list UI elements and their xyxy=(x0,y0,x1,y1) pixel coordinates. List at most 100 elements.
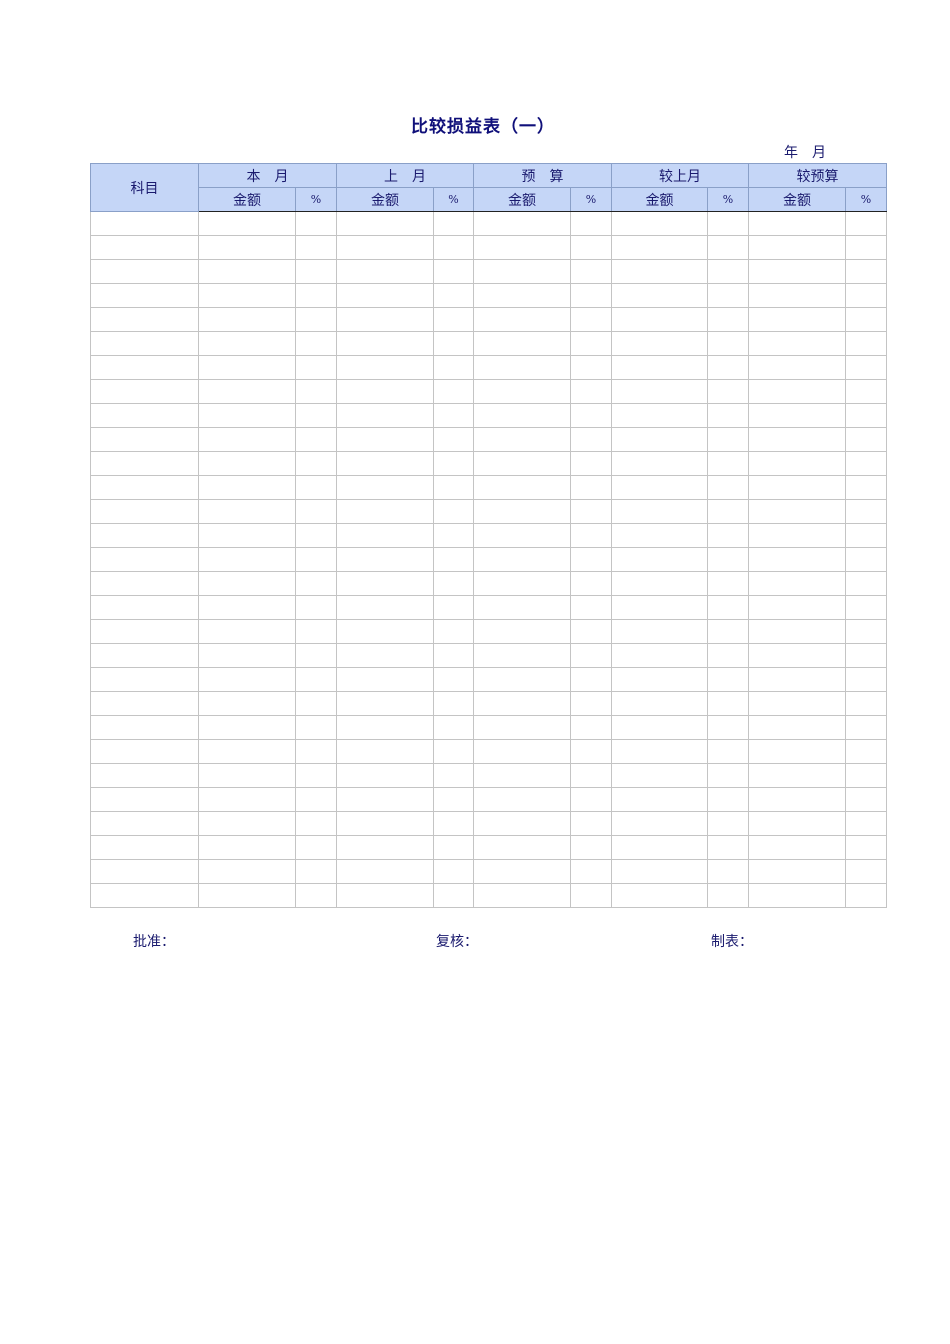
table-cell[interactable] xyxy=(433,451,474,476)
table-cell[interactable] xyxy=(611,403,708,428)
table-cell[interactable] xyxy=(336,427,434,452)
table-cell[interactable] xyxy=(707,715,749,740)
table-cell[interactable] xyxy=(611,571,708,596)
table-cell[interactable] xyxy=(295,571,337,596)
table-cell[interactable] xyxy=(295,859,337,884)
table-cell[interactable] xyxy=(611,835,708,860)
table-cell[interactable] xyxy=(570,451,612,476)
table-cell[interactable] xyxy=(611,355,708,380)
table-cell[interactable] xyxy=(198,763,296,788)
table-cell[interactable] xyxy=(198,643,296,668)
table-cell[interactable] xyxy=(336,211,434,236)
table-cell[interactable] xyxy=(433,835,474,860)
table-cell[interactable] xyxy=(748,451,846,476)
table-cell[interactable] xyxy=(748,427,846,452)
table-cell[interactable] xyxy=(845,235,887,260)
table-cell[interactable] xyxy=(336,691,434,716)
table-cell[interactable] xyxy=(433,211,474,236)
table-cell[interactable] xyxy=(433,355,474,380)
table-cell[interactable] xyxy=(748,355,846,380)
table-cell[interactable] xyxy=(198,787,296,812)
table-cell[interactable] xyxy=(90,643,199,668)
table-cell[interactable] xyxy=(336,859,434,884)
table-cell[interactable] xyxy=(845,355,887,380)
table-cell[interactable] xyxy=(748,619,846,644)
table-cell[interactable] xyxy=(570,523,612,548)
table-cell[interactable] xyxy=(295,595,337,620)
table-cell[interactable] xyxy=(336,283,434,308)
table-cell[interactable] xyxy=(198,595,296,620)
table-cell[interactable] xyxy=(748,499,846,524)
table-cell[interactable] xyxy=(336,619,434,644)
table-cell[interactable] xyxy=(336,355,434,380)
table-cell[interactable] xyxy=(433,235,474,260)
table-cell[interactable] xyxy=(707,787,749,812)
table-cell[interactable] xyxy=(473,283,571,308)
table-cell[interactable] xyxy=(295,379,337,404)
table-cell[interactable] xyxy=(90,427,199,452)
table-cell[interactable] xyxy=(707,523,749,548)
table-cell[interactable] xyxy=(198,547,296,572)
table-cell[interactable] xyxy=(198,283,296,308)
table-cell[interactable] xyxy=(748,475,846,500)
table-cell[interactable] xyxy=(198,379,296,404)
table-cell[interactable] xyxy=(611,667,708,692)
table-cell[interactable] xyxy=(336,811,434,836)
table-cell[interactable] xyxy=(707,571,749,596)
table-cell[interactable] xyxy=(707,739,749,764)
table-cell[interactable] xyxy=(90,763,199,788)
table-cell[interactable] xyxy=(433,547,474,572)
table-cell[interactable] xyxy=(473,619,571,644)
table-cell[interactable] xyxy=(90,739,199,764)
table-cell[interactable] xyxy=(707,307,749,332)
table-cell[interactable] xyxy=(611,643,708,668)
table-cell[interactable] xyxy=(748,259,846,284)
table-cell[interactable] xyxy=(611,475,708,500)
table-cell[interactable] xyxy=(570,259,612,284)
table-cell[interactable] xyxy=(611,451,708,476)
table-cell[interactable] xyxy=(707,211,749,236)
table-cell[interactable] xyxy=(611,379,708,404)
table-cell[interactable] xyxy=(433,427,474,452)
table-cell[interactable] xyxy=(570,619,612,644)
table-cell[interactable] xyxy=(473,571,571,596)
table-cell[interactable] xyxy=(570,355,612,380)
table-cell[interactable] xyxy=(295,259,337,284)
table-cell[interactable] xyxy=(570,883,612,908)
table-cell[interactable] xyxy=(473,763,571,788)
table-cell[interactable] xyxy=(748,379,846,404)
table-cell[interactable] xyxy=(707,403,749,428)
table-cell[interactable] xyxy=(748,643,846,668)
table-cell[interactable] xyxy=(198,523,296,548)
table-cell[interactable] xyxy=(198,331,296,356)
table-cell[interactable] xyxy=(90,859,199,884)
table-cell[interactable] xyxy=(845,571,887,596)
table-cell[interactable] xyxy=(473,787,571,812)
table-cell[interactable] xyxy=(295,691,337,716)
table-cell[interactable] xyxy=(295,763,337,788)
table-cell[interactable] xyxy=(90,571,199,596)
table-cell[interactable] xyxy=(336,235,434,260)
table-cell[interactable] xyxy=(707,379,749,404)
table-cell[interactable] xyxy=(433,379,474,404)
table-cell[interactable] xyxy=(473,835,571,860)
table-cell[interactable] xyxy=(90,235,199,260)
table-cell[interactable] xyxy=(748,595,846,620)
table-cell[interactable] xyxy=(295,403,337,428)
table-cell[interactable] xyxy=(90,715,199,740)
table-cell[interactable] xyxy=(570,643,612,668)
table-cell[interactable] xyxy=(748,835,846,860)
table-cell[interactable] xyxy=(433,859,474,884)
table-cell[interactable] xyxy=(473,691,571,716)
table-cell[interactable] xyxy=(748,283,846,308)
table-cell[interactable] xyxy=(611,787,708,812)
table-cell[interactable] xyxy=(570,475,612,500)
table-cell[interactable] xyxy=(845,883,887,908)
table-cell[interactable] xyxy=(611,235,708,260)
table-cell[interactable] xyxy=(198,883,296,908)
table-cell[interactable] xyxy=(748,547,846,572)
table-cell[interactable] xyxy=(845,715,887,740)
table-cell[interactable] xyxy=(198,355,296,380)
table-cell[interactable] xyxy=(90,403,199,428)
table-cell[interactable] xyxy=(570,379,612,404)
